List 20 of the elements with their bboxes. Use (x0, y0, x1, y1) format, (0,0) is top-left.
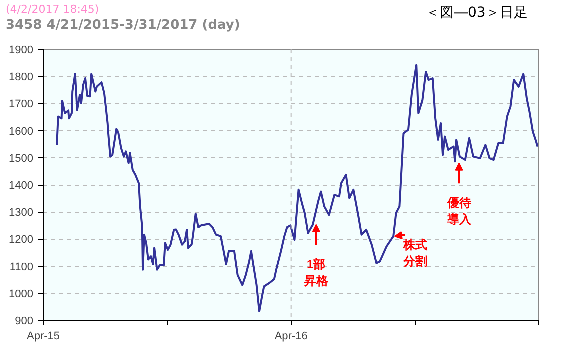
y-tick-label: 1600 (9, 126, 34, 138)
annotation: 優待導入 (446, 196, 472, 227)
y-tick-label: 1200 (9, 234, 34, 246)
chart-subtitle: (4/2/2017 18:45) (6, 3, 100, 17)
line-series (56, 64, 538, 313)
annotation: 1部昇格 (303, 257, 330, 288)
y-tick-label: 1900 (9, 44, 34, 56)
y-tick-label: 1500 (9, 152, 34, 165)
y-tick-label: 1800 (9, 72, 34, 84)
annotation: 株式分割 (402, 238, 428, 269)
text: ＜図―03＞日足 (426, 4, 528, 23)
x-tick-label: Apr-15 (26, 330, 60, 342)
x-tick-label: Apr-16 (274, 330, 308, 342)
y-tick-label: 1300 (9, 207, 34, 220)
y-tick-label: 1100 (10, 261, 34, 274)
y-tick-label: 1700 (9, 98, 34, 111)
y-tick-label: 900 (15, 316, 34, 328)
y-tick-label: 1400 (9, 180, 34, 192)
y-tick-label: 1000 (9, 288, 34, 300)
chart-title: 3458 4/21/2015-3/31/2017 (day) (6, 17, 240, 34)
